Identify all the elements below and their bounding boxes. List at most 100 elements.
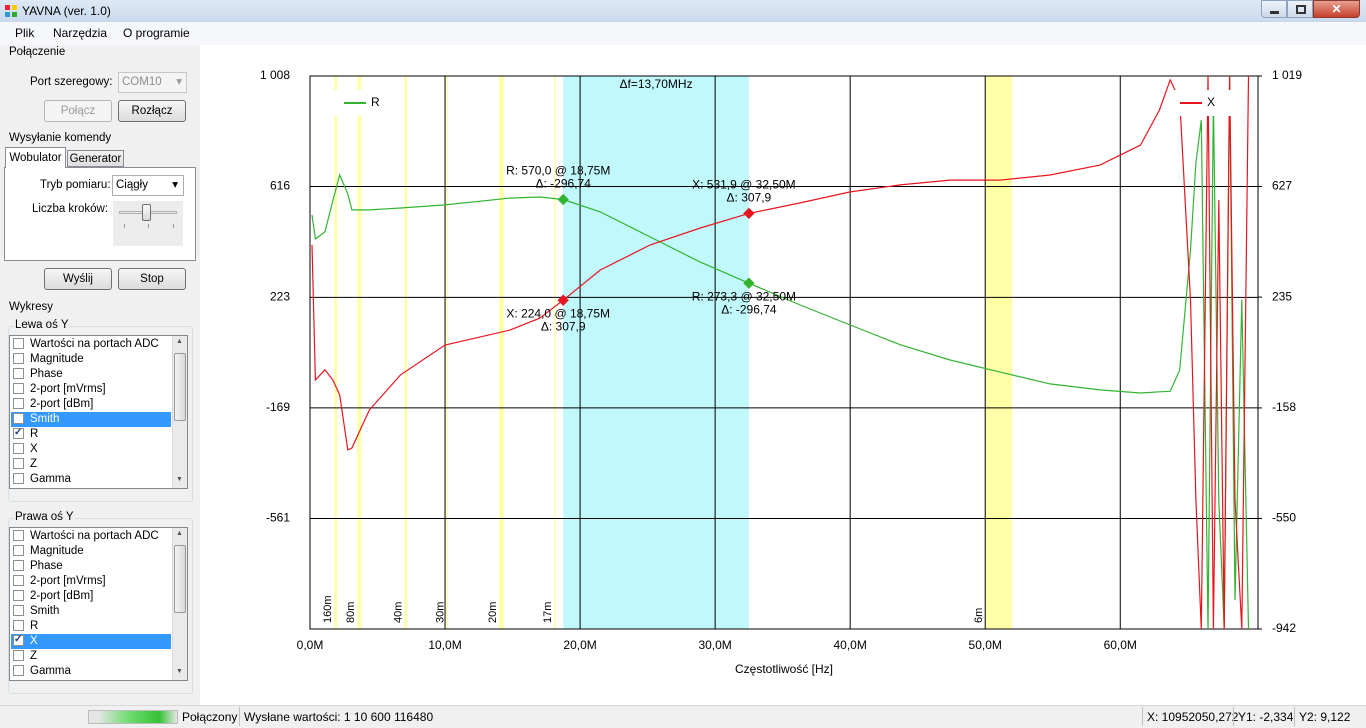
send-button[interactable]: Wyślij	[44, 268, 112, 290]
list-item[interactable]: Gamma	[11, 472, 171, 487]
item-label: 2-port [dBm]	[30, 590, 94, 602]
checkbox[interactable]	[13, 575, 24, 586]
checkbox[interactable]	[13, 353, 24, 364]
port-value: COM10	[122, 76, 162, 88]
scroll-thumb[interactable]	[174, 353, 186, 421]
list-item[interactable]: 2-port [mVrms]	[11, 382, 171, 397]
checkbox[interactable]: ✓	[13, 634, 24, 646]
list-item[interactable]: X	[11, 442, 171, 457]
band-label: 160m	[322, 595, 334, 623]
checkbox[interactable]	[13, 665, 24, 676]
right-axis-list: Wartości na portach ADC Magnitude Phase 2-p…	[9, 527, 188, 681]
item-label: Smith	[30, 413, 60, 425]
item-label: Magnitude	[30, 353, 84, 365]
list-item[interactable]: 2-port [dBm]	[11, 397, 171, 412]
tab[interactable]: Generator	[67, 150, 124, 167]
list-item[interactable]: Z	[11, 457, 171, 472]
item-label: Z	[30, 650, 38, 662]
list-item[interactable]: Smith	[11, 604, 171, 619]
item-label: 2-port [mVrms]	[30, 383, 106, 395]
series-line	[311, 76, 1250, 629]
checkbox[interactable]	[13, 338, 24, 349]
group-title: Wysyłanie komendy	[9, 132, 112, 144]
list-item[interactable]: Smith	[11, 412, 171, 427]
scrollbar[interactable]: ▲ ▼	[172, 528, 187, 680]
scroll-down[interactable]: ▼	[176, 668, 183, 675]
checkbox[interactable]	[13, 368, 24, 379]
group-frame	[8, 326, 193, 502]
menu-item[interactable]: Plik	[15, 26, 35, 40]
marker	[557, 294, 569, 306]
list-item[interactable]: 2-port [dBm]	[11, 589, 171, 604]
x-tick-label: 10,0M	[428, 638, 461, 652]
band-label: 17m	[542, 602, 554, 623]
group-title: Wykresy	[9, 301, 53, 313]
list-item[interactable]: Phase	[11, 559, 171, 574]
port-combo[interactable]: COM10 ▾	[118, 72, 187, 93]
marker-delta: Δ: -296,74	[536, 177, 592, 191]
checkbox[interactable]	[13, 650, 24, 661]
checkbox[interactable]: ✓	[13, 427, 24, 439]
stop-button[interactable]: Stop	[118, 268, 186, 290]
checkbox[interactable]	[13, 383, 24, 394]
list-item[interactable]: Phase	[11, 367, 171, 382]
checkbox[interactable]	[13, 530, 24, 541]
list-item[interactable]: ✓ X	[11, 634, 171, 649]
list-item[interactable]: Wartości na portach ADC	[11, 529, 171, 544]
disconnect-button[interactable]: Rozłącz	[118, 100, 186, 122]
mode-combo[interactable]: Ciągły ▾	[112, 175, 184, 196]
scrollbar[interactable]: ▲ ▼	[172, 336, 187, 488]
menu-bar: Plik Narzędzia O programie	[0, 22, 1366, 45]
span-label: Δf=13,70MHz	[620, 77, 693, 91]
minimize-button[interactable]	[1261, 0, 1287, 18]
progress-bar	[88, 710, 178, 724]
scroll-down[interactable]: ▼	[176, 476, 183, 483]
list-item[interactable]: Magnitude	[11, 352, 171, 367]
scroll-up[interactable]: ▲	[176, 338, 183, 345]
marker-label: X: 224,0 @ 18,75M	[506, 306, 610, 320]
ham-band	[446, 76, 448, 629]
list-item[interactable]: Z	[11, 649, 171, 664]
checkbox[interactable]	[13, 545, 24, 556]
checkbox[interactable]	[13, 458, 24, 469]
x-tick-label: 50,0M	[969, 638, 1002, 652]
item-label: Gamma	[30, 473, 71, 485]
scroll-thumb[interactable]	[174, 545, 186, 613]
checkbox[interactable]	[13, 560, 24, 571]
checkbox[interactable]	[13, 413, 24, 424]
checkbox[interactable]	[13, 473, 24, 484]
steps-slider[interactable]	[113, 201, 183, 246]
marker	[557, 193, 569, 206]
checkbox[interactable]	[13, 398, 24, 409]
list-item[interactable]: Wartości na portach ADC	[11, 337, 171, 352]
list-item[interactable]: Magnitude	[11, 544, 171, 559]
list-item[interactable]: R	[11, 619, 171, 634]
list-item[interactable]: ✓ R	[11, 427, 171, 442]
maximize-button[interactable]	[1287, 0, 1313, 18]
checkbox[interactable]	[13, 590, 24, 601]
marker	[743, 277, 755, 289]
checkbox[interactable]	[13, 605, 24, 616]
item-label: Magnitude	[30, 545, 84, 557]
list-item[interactable]: 2-port [mVrms]	[11, 574, 171, 589]
close-button[interactable]: ✕	[1313, 0, 1360, 18]
check-mark: ✓	[14, 427, 23, 438]
connect-button[interactable]: Połącz	[44, 100, 112, 122]
status-bar	[0, 705, 1366, 728]
menu-item[interactable]: O programie	[123, 26, 190, 40]
status-x: X: 10952050,272	[1147, 710, 1239, 724]
checkbox[interactable]	[13, 620, 24, 631]
check-mark: ✓	[14, 634, 23, 645]
tab[interactable]: Wobulator	[5, 147, 66, 168]
ham-band	[334, 76, 338, 629]
scroll-up[interactable]: ▲	[176, 530, 183, 537]
list-item[interactable]: Gamma	[11, 664, 171, 679]
mode-label: Tryb pomiaru:	[40, 179, 111, 191]
y2-tick-label: 235	[1272, 289, 1292, 303]
item-label: Phase	[30, 560, 63, 572]
mode-value: Ciągły	[116, 179, 148, 191]
checkbox[interactable]	[13, 443, 24, 454]
menu-item[interactable]: Narzędzia	[53, 26, 108, 40]
x-tick-label: 60,0M	[1104, 638, 1137, 652]
x-tick-label: 40,0M	[833, 638, 866, 652]
